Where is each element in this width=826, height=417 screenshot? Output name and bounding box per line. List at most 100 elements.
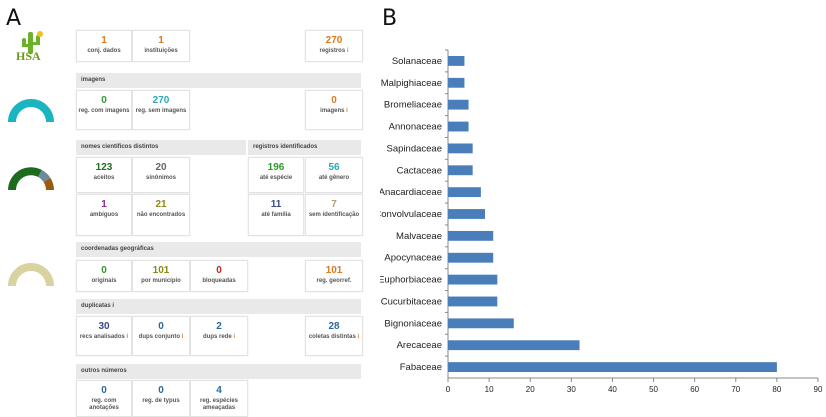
stat-value: 0 [158,321,164,332]
stat-value: 270 [325,35,343,46]
stat-value: 0 [158,385,164,396]
stat-value: 20 [155,162,167,173]
stat-ambiguos[interactable]: 1 ambíguos [76,194,132,236]
bar [448,318,514,329]
stat-value: 101 [152,265,170,276]
stat-label: originais [91,278,117,284]
panel-b-label: B [382,6,398,31]
stat-value: 0 [101,265,107,276]
stat-label: não encontrados [136,212,186,218]
x-tick-label: 30 [567,385,576,394]
stat-reg-georref[interactable]: 101 reg. georref. [305,260,363,292]
x-tick-label: 80 [772,385,781,394]
section-header-identificados: registros identificados [248,140,361,155]
stat-reg-de-typus[interactable]: 0 reg. de typus [132,380,190,417]
stat-value: 1 [101,35,107,46]
stat-value: 270 [152,95,170,106]
stat-bloqueadas[interactable]: 0 bloqueadas [190,260,248,292]
category-label: Apocynaceae [384,253,442,264]
stat-label-text: coletas distintas [308,334,356,340]
section-header-text: duplicatas [81,303,111,309]
stat-instituicoes[interactable]: 1 instituições [132,30,190,62]
stat-label: instituições [144,48,178,54]
stat-label: reg. de typus [142,398,180,404]
stat-nao-encontrados[interactable]: 21 não encontrados [132,194,190,236]
x-tick-label: 0 [446,385,451,394]
category-label: Cactaceae [397,165,442,176]
stat-value: 1 [158,35,164,46]
bar [448,143,473,154]
info-icon[interactable]: i [357,334,360,340]
stat-value: 101 [325,265,343,276]
bar [448,56,465,66]
stat-ate-especie[interactable]: 196 até espécie [248,157,304,193]
x-tick-label: 40 [608,385,617,394]
stat-reg-com-anotacoes[interactable]: 0 reg. com anotações [76,380,132,417]
bar [448,187,481,198]
category-label: Bromeliaceae [384,100,442,111]
category-label: Arecaceae [397,340,442,351]
stat-value: 4 [216,385,222,396]
info-icon[interactable]: i [233,334,236,340]
stat-aceitos[interactable]: 123 aceitos [76,157,132,193]
category-label: Convolvulaceae [380,209,442,220]
stat-label: aceitos [93,175,115,181]
stat-sem-identificacao[interactable]: 7 sem identificação [305,194,363,236]
stat-label: conj. dados [87,48,121,54]
x-tick-label: 50 [649,385,658,394]
stat-label: ambíguos [89,212,119,218]
stat-recs-analisados[interactable]: 30 recs analisados i [76,316,132,356]
bar [448,340,580,351]
stat-label-text: recs analisados [79,334,125,340]
stat-label: dups rede i [191,334,247,341]
stat-reg-especies-ameacadas[interactable]: 4 reg. espécies ameaçadas [190,380,248,417]
stat-ate-genero[interactable]: 56 até gênero [305,157,363,193]
stat-sinonimos[interactable]: 20 sinônimos [132,157,190,193]
stat-label-text: registros [319,48,346,54]
bar [448,165,473,176]
x-tick-label: 10 [485,385,494,394]
bar [448,230,494,241]
info-icon[interactable]: i [126,334,129,340]
stat-registros[interactable]: 270 registros i [305,30,363,62]
bar [448,209,485,219]
stat-label: reg. com imagens [78,108,130,114]
hsa-logo: HSA [16,30,46,64]
stat-dups-rede[interactable]: 2 dups rede i [190,316,248,356]
stat-dups-conjunto[interactable]: 0 dups conjunto i [132,316,190,356]
stat-label: reg. georref. [316,278,352,284]
stat-por-municipio[interactable]: 101 por município [132,260,190,292]
stat-imagens[interactable]: 0 imagens i [305,90,363,130]
category-label: Malvaceae [396,231,442,242]
info-icon[interactable]: i [346,48,349,54]
x-tick-label: 20 [526,385,535,394]
stat-conj-dados[interactable]: 1 conj. dados [76,30,132,62]
bar [448,362,777,372]
stat-reg-sem-imagens[interactable]: 270 reg. sem imagens [132,90,190,130]
stat-label: até gênero [318,175,350,181]
stat-label: até família [261,212,291,218]
stat-coletas-distintas[interactable]: 28 coletas distintas i [305,316,363,356]
stat-originais[interactable]: 0 originais [76,260,132,292]
stat-value: 21 [155,199,167,210]
stat-value: 28 [328,321,340,332]
info-icon[interactable]: i [181,334,184,340]
bar [448,121,469,132]
bar [448,99,469,110]
cactus-icon [22,31,43,54]
stat-label: imagens i [306,108,362,115]
info-icon[interactable]: i [346,108,348,114]
info-icon[interactable]: i [112,303,115,309]
stat-value: 11 [270,199,282,210]
category-label: Fabaceae [400,362,442,373]
stat-label: sem identificação [308,212,360,218]
stat-reg-com-imagens[interactable]: 0 reg. com imagens [76,90,132,130]
stat-label: recs analisados i [77,334,131,341]
stat-ate-familia[interactable]: 11 até família [248,194,304,236]
category-label: Euphorbiaceae [380,275,442,286]
stat-label: até espécie [259,175,293,181]
category-label: Solanaceae [392,56,442,67]
category-label: Anacardiaceae [380,187,442,198]
x-tick-label: 90 [814,385,823,394]
section-header-outros: outros números [76,364,361,379]
